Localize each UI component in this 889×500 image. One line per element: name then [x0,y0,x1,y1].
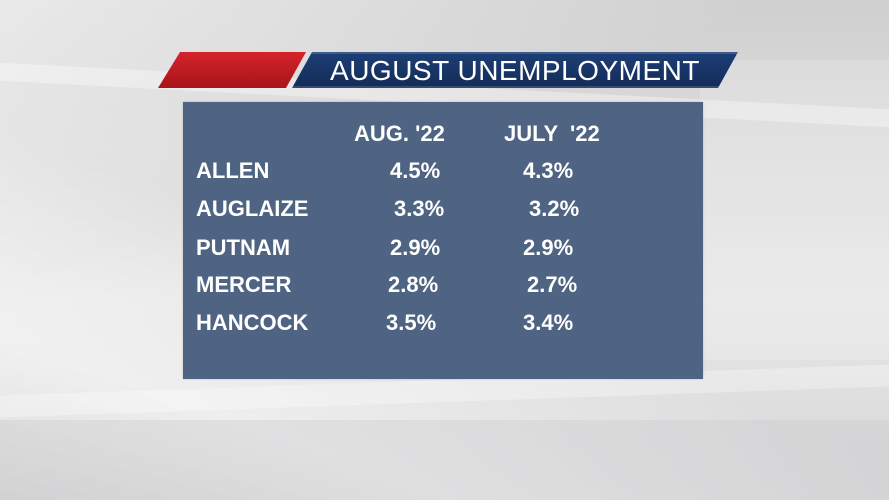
table-row: PUTNAM 2.9% 2.9% [183,235,703,261]
jul-rate: 3.4% [523,310,574,335]
county-name: ALLEN [196,158,270,183]
aug-rate: 3.5% [386,310,437,335]
table-row: ALLEN 4.5% 4.3% [183,158,703,184]
column-header-aug: AUG. '22 [354,121,445,146]
title-banner: AUGUST UNEMPLOYMENT [158,52,738,88]
graphic-title: AUGUST UNEMPLOYMENT [330,55,700,86]
table-row: AUGLAIZE 3.3% 3.2% [183,196,703,222]
county-name: HANCOCK [196,310,309,335]
jul-rate: 4.3% [523,158,574,183]
jul-rate: 3.2% [529,196,580,221]
county-name: MERCER [196,272,292,297]
county-name: AUGLAIZE [196,196,309,221]
column-header-jul: JULY '22 [504,121,600,146]
title-blue-bar [292,52,738,88]
title-red-accent [158,52,306,88]
background-floor [0,420,889,500]
table-row: MERCER 2.8% 2.7% [183,272,703,298]
jul-rate: 2.7% [527,272,578,297]
aug-rate: 2.8% [388,272,439,297]
aug-rate: 3.3% [394,196,445,221]
county-name: PUTNAM [196,235,291,260]
background-panel-glow [700,60,889,360]
jul-rate: 2.9% [523,235,574,260]
aug-rate: 4.5% [390,158,441,183]
unemployment-table-panel: AUG. '22 JULY '22 ALLEN 4.5% 4.3% AUGLAI… [183,102,703,379]
aug-rate: 2.9% [390,235,441,260]
table-row: HANCOCK 3.5% 3.4% [183,310,703,336]
